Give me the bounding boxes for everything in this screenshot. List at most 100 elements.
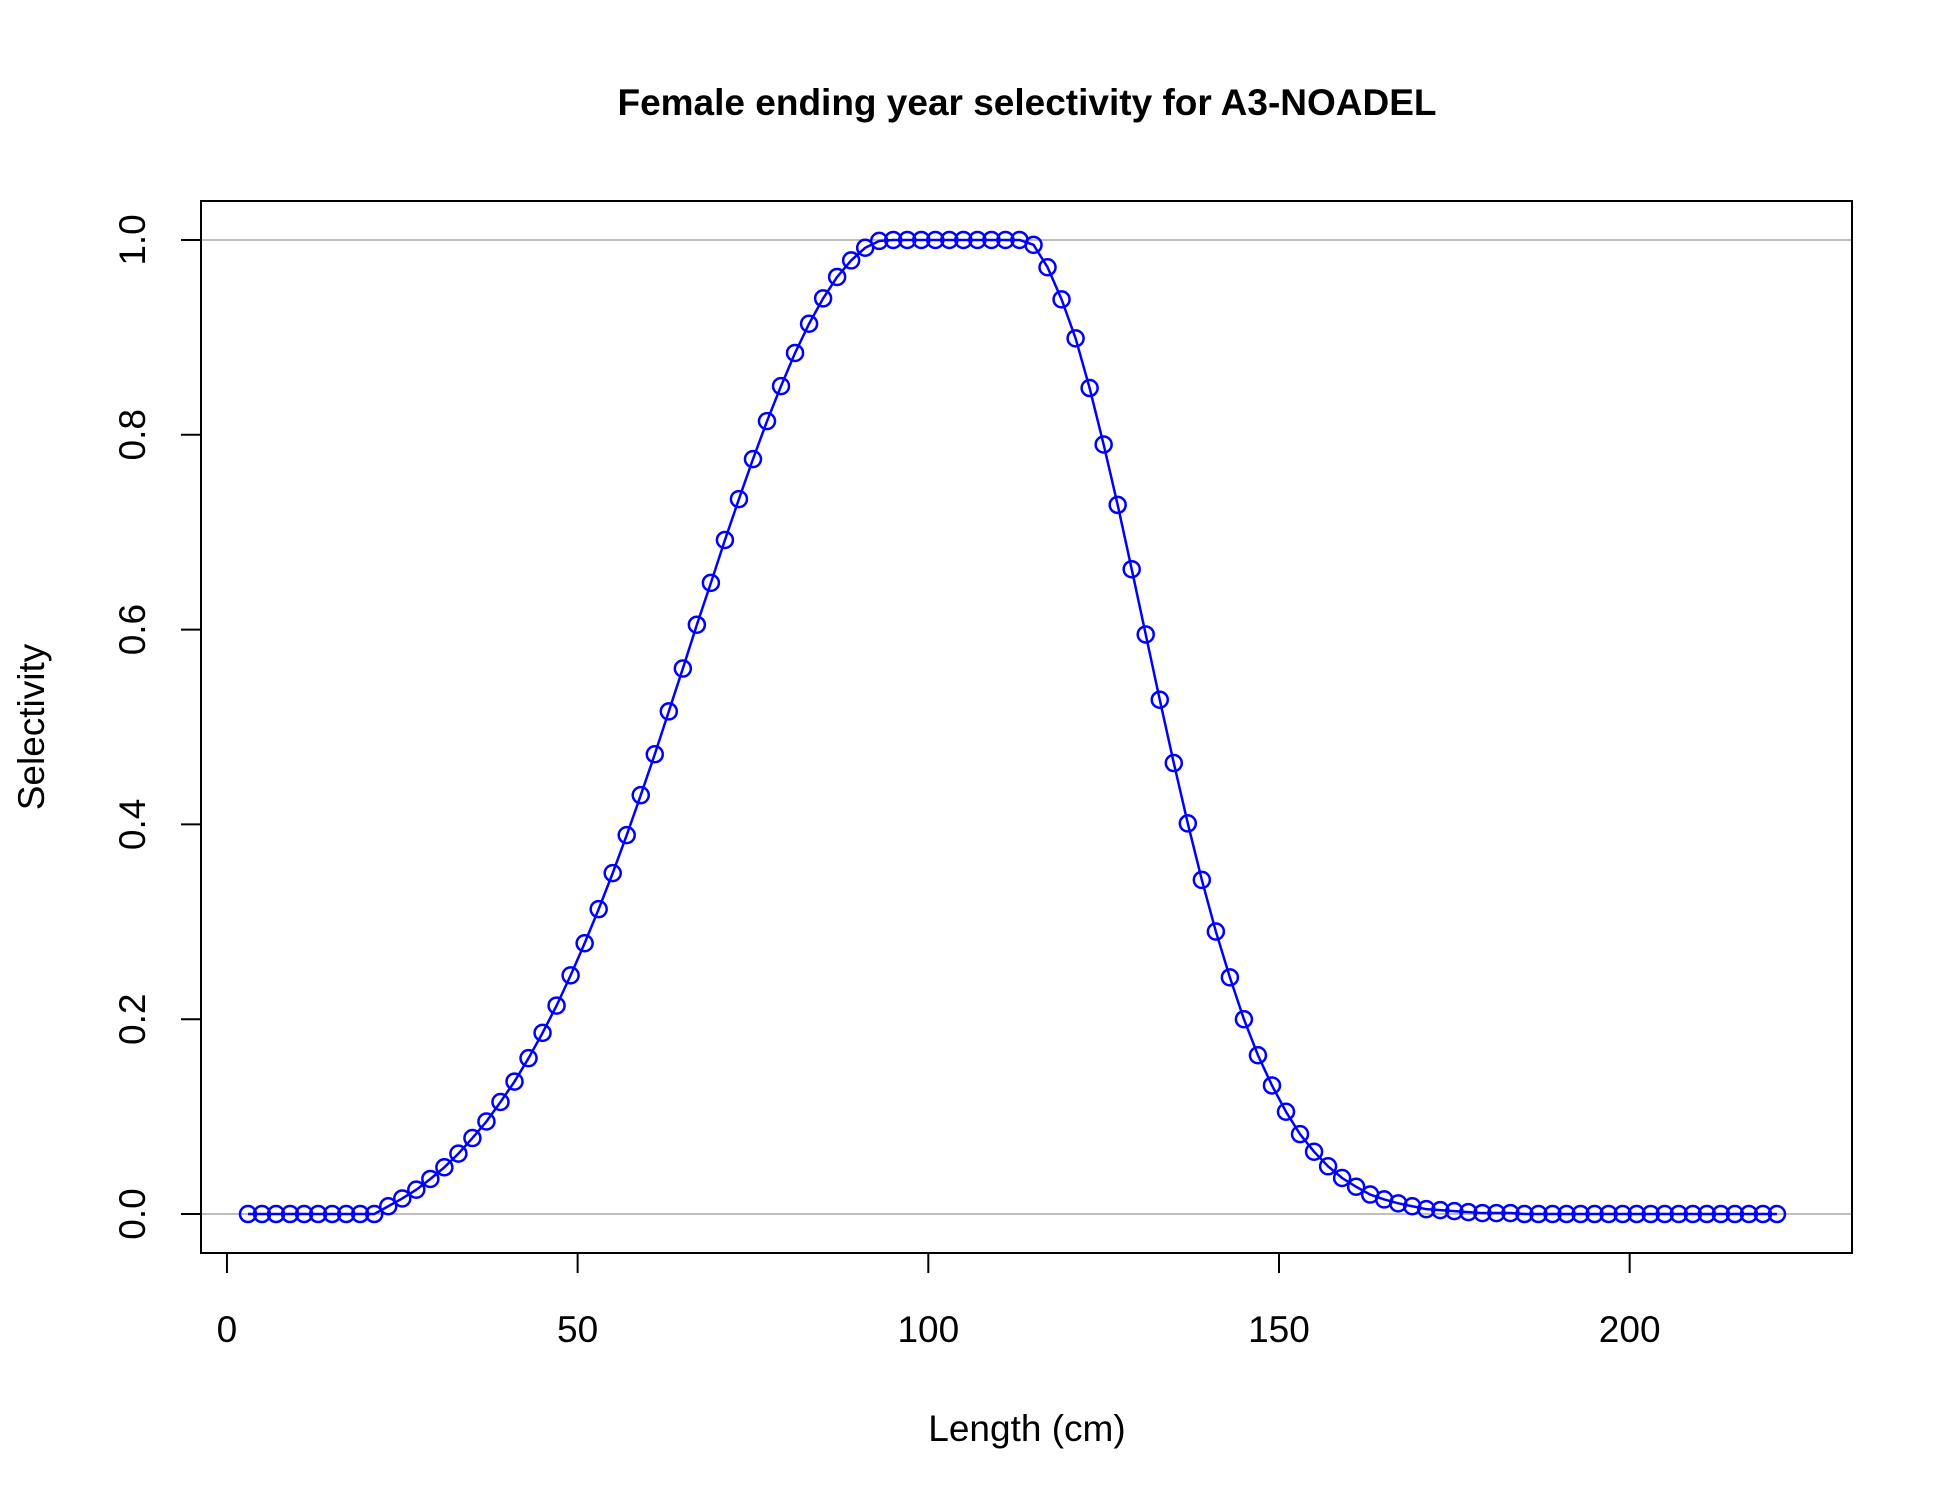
data-point xyxy=(1080,378,1099,398)
y-axis: 0.0 0.2 0.4 0.6 0.8 1.0 xyxy=(112,214,202,1240)
data-point xyxy=(364,1204,384,1224)
data-point xyxy=(799,314,819,333)
y-tick-label: 0.6 xyxy=(112,604,153,655)
data-point xyxy=(1753,1204,1773,1224)
data-point xyxy=(1613,1204,1632,1224)
data-point xyxy=(1024,235,1043,255)
data-point xyxy=(407,1180,426,1199)
data-point xyxy=(1122,559,1141,579)
data-point xyxy=(912,230,931,250)
data-point xyxy=(982,230,1001,250)
data-point xyxy=(926,230,945,250)
y-tick-label: 0.4 xyxy=(112,799,153,850)
x-axis-label: Length (cm) xyxy=(928,1408,1125,1449)
data-point xyxy=(1192,870,1212,890)
data-point xyxy=(238,1204,258,1224)
data-point xyxy=(1164,753,1184,773)
data-point xyxy=(294,1204,314,1224)
data-point xyxy=(1683,1204,1703,1224)
data-point xyxy=(280,1204,300,1224)
data-point xyxy=(1206,922,1226,941)
data-point xyxy=(547,996,566,1015)
series-layer xyxy=(238,230,1787,1224)
data-point xyxy=(603,863,622,883)
data-point xyxy=(1725,1204,1745,1224)
data-point xyxy=(659,702,679,721)
plot-frame xyxy=(200,200,1853,1254)
data-point xyxy=(1276,1102,1296,1122)
data-point xyxy=(673,659,693,678)
data-point xyxy=(1108,495,1127,515)
data-point xyxy=(1052,290,1071,309)
data-point xyxy=(561,966,580,985)
data-point xyxy=(1459,1202,1478,1222)
data-point xyxy=(1290,1124,1310,1144)
data-point xyxy=(1543,1204,1562,1224)
data-point xyxy=(1038,257,1057,277)
data-point xyxy=(1346,1177,1366,1197)
data-point xyxy=(1529,1204,1548,1224)
data-point xyxy=(1655,1204,1674,1224)
data-point xyxy=(519,1048,538,1068)
data-point xyxy=(1431,1200,1450,1220)
data-point xyxy=(505,1072,524,1091)
data-point xyxy=(1066,329,1085,348)
data-point xyxy=(1417,1199,1436,1219)
data-point xyxy=(715,530,735,550)
data-point xyxy=(575,933,594,953)
data-point xyxy=(1150,690,1170,709)
data-point xyxy=(996,230,1015,250)
data-point xyxy=(1332,1168,1352,1188)
data-point xyxy=(1557,1204,1576,1224)
data-point xyxy=(827,267,847,287)
x-tick-label: 150 xyxy=(1248,1309,1310,1350)
data-point xyxy=(1585,1204,1604,1224)
y-tick-label: 0.8 xyxy=(112,409,153,460)
data-point xyxy=(645,745,665,764)
y-axis-label: Selectivity xyxy=(11,643,52,810)
data-point xyxy=(729,489,749,509)
data-point xyxy=(1627,1204,1646,1224)
x-tick-label: 50 xyxy=(557,1309,598,1350)
data-point xyxy=(813,289,833,308)
data-point xyxy=(1711,1204,1731,1224)
data-point xyxy=(1248,1046,1268,1065)
data-point xyxy=(1739,1204,1759,1224)
data-point xyxy=(1094,435,1113,454)
x-tick-label: 0 xyxy=(217,1309,238,1350)
data-point xyxy=(491,1092,510,1112)
data-point xyxy=(1641,1204,1660,1224)
data-point xyxy=(968,230,987,250)
data-point xyxy=(1515,1204,1534,1224)
data-point xyxy=(1767,1204,1787,1224)
data-point xyxy=(1178,814,1198,833)
data-point xyxy=(1571,1204,1590,1224)
data-point xyxy=(1445,1201,1464,1221)
data-point xyxy=(883,230,903,250)
data-point xyxy=(743,449,763,469)
data-point xyxy=(252,1204,272,1224)
data-point xyxy=(1473,1203,1492,1223)
data-point xyxy=(435,1158,454,1177)
data-point xyxy=(771,376,791,396)
data-point xyxy=(785,343,805,363)
data-point xyxy=(421,1169,440,1189)
data-point xyxy=(757,411,777,431)
data-point xyxy=(350,1204,370,1224)
data-point xyxy=(379,1196,398,1216)
data-point xyxy=(954,230,973,250)
data-point xyxy=(308,1204,328,1224)
reference-lines xyxy=(201,238,1852,1216)
data-point xyxy=(1669,1204,1689,1224)
data-point xyxy=(1487,1203,1506,1223)
y-tick-label: 0.0 xyxy=(112,1188,153,1239)
chart-title: Female ending year selectivity for A3-NO… xyxy=(617,82,1436,123)
data-point xyxy=(1318,1157,1338,1176)
x-axis: 0 50 100 150 200 xyxy=(217,1252,1661,1350)
data-point xyxy=(631,785,651,805)
x-tick-label: 200 xyxy=(1599,1309,1661,1350)
data-point xyxy=(841,251,861,270)
data-point xyxy=(898,230,917,250)
data-point xyxy=(940,230,959,250)
